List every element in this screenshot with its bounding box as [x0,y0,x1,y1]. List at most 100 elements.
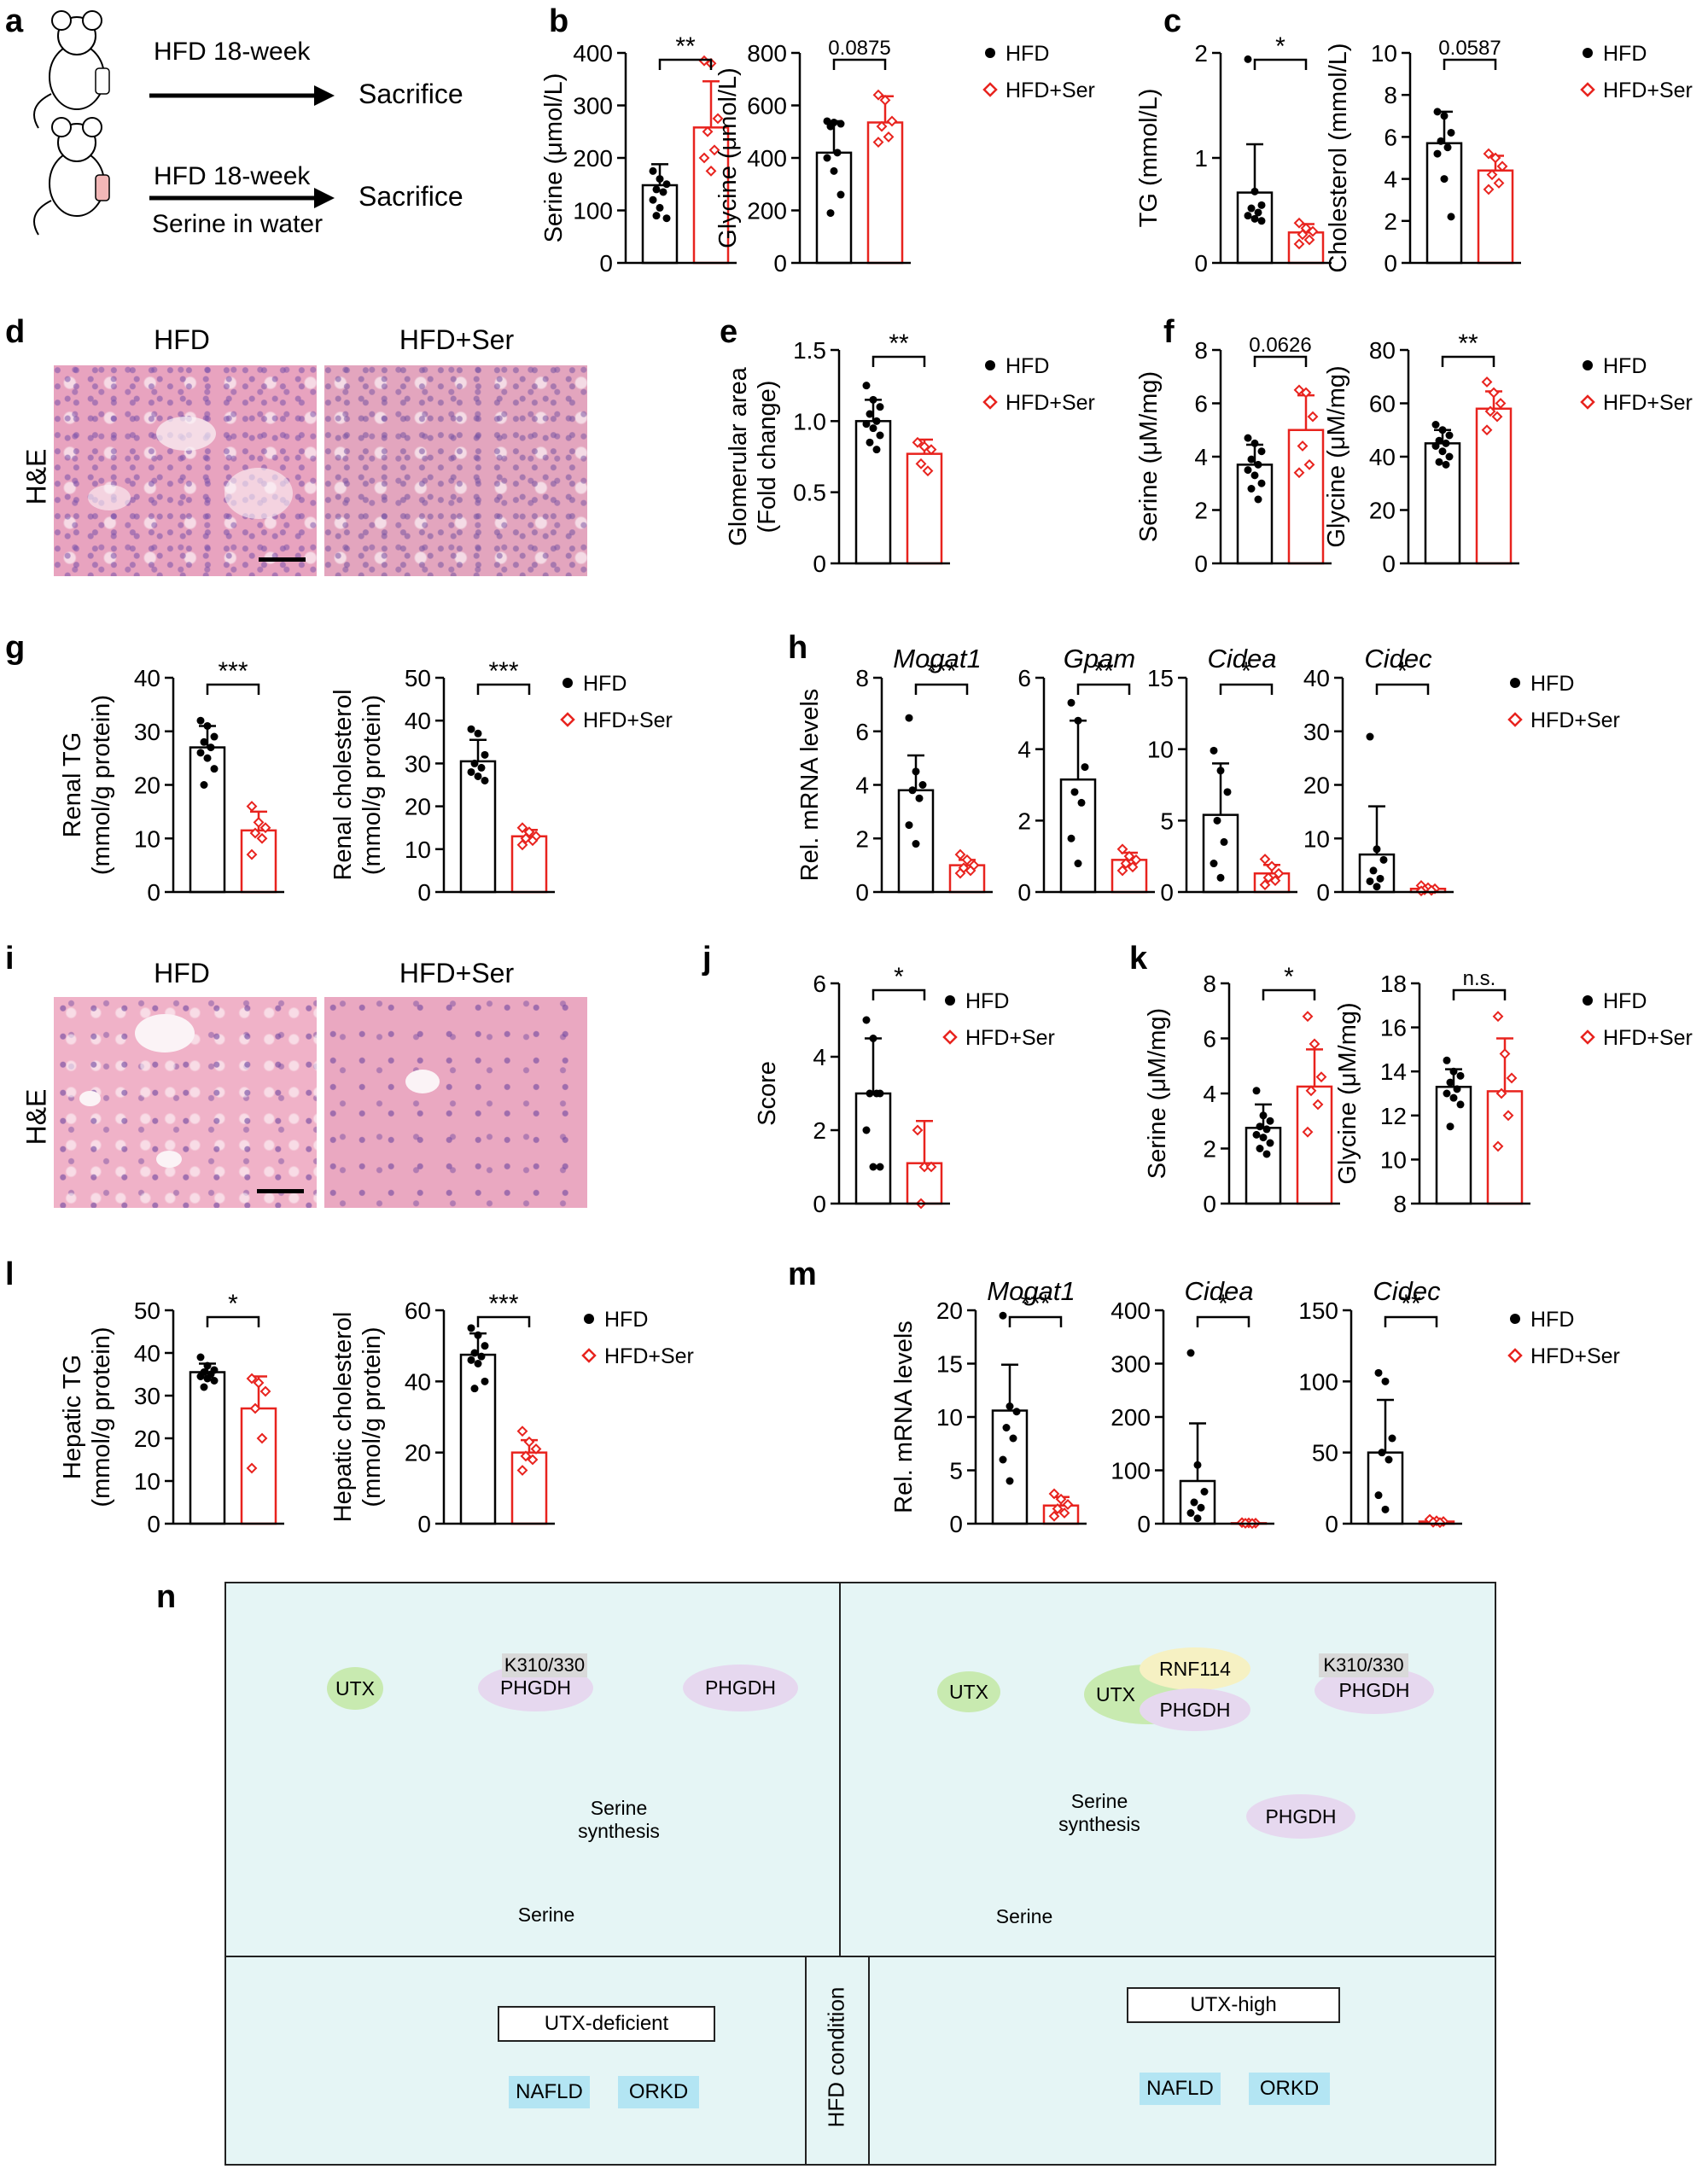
y-tick-label: 0 [1160,879,1174,906]
significance-label: * [228,1290,238,1318]
y-axis-label: Glycine (μM/mg) [1323,365,1350,547]
serine-synthesis-label-left: Serine synthesis [578,1797,660,1842]
significance-bracket [476,683,531,695]
data-point-hfd-ser [520,1450,532,1462]
y-tick-label: 400 [573,40,613,67]
y-tick-label: 20 [936,1297,963,1324]
significance-label: *** [488,1290,518,1318]
data-point-hfd-ser [1123,850,1135,862]
data-point-hfd [196,1353,205,1361]
legend-marker-hfd [1583,995,1593,1006]
k310-330-site-right: K310/330 [1319,1653,1408,1677]
y-axis-label: Hepatic cholesterol [329,1312,357,1523]
legend: HFD HFD+Ser [982,354,1095,415]
data-point-hfd [1257,447,1266,456]
panel-i-he-label: H&E [20,1088,52,1146]
chart-j1: 0 2 4 6 Score * [754,963,950,1217]
significance-bracket [914,683,969,695]
legend-marker-hfd [945,995,955,1006]
data-point-hfd [1447,213,1455,221]
legend-marker-hfd-ser [560,712,575,727]
chart-title: Mogat1 [893,644,981,673]
chart-h3: 0 5 10 15 Cidea* [1147,644,1297,906]
data-point-hfd [1374,1491,1383,1500]
data-point-hfd [908,786,917,795]
y-axis-label: (mmol/g protein) [359,1326,386,1507]
y-tick-label: 400 [1110,1297,1151,1324]
data-point-hfd-ser [516,1465,528,1476]
data-point-hfd-ser [1293,467,1305,479]
legend: HFD HFD+Ser [1580,354,1693,415]
data-point-hfd-ser [1307,225,1319,237]
data-point-hfd-ser [1120,858,1132,869]
data-point-hfd [869,1163,877,1171]
y-tick-label: 40 [134,665,160,691]
y-axis-label: Rel. mRNA levels [796,689,824,882]
y-tick-label: 0 [1382,551,1396,577]
data-point-hfd [1262,1150,1271,1158]
legend-label-hfd: HFD [1603,42,1647,66]
legend-label-hfd-ser: HFD+Ser [1603,1026,1693,1050]
y-tick-label: 20 [134,1426,160,1452]
orkd-tag-right: ORKD [1249,2073,1330,2105]
significance-bracket [1443,58,1497,70]
data-point-hfd-ser [516,822,528,834]
data-point-hfd [1443,143,1452,152]
y-tick-label: 0 [1384,250,1397,277]
significance-label: * [1397,657,1408,685]
water-bottle [95,67,110,95]
bar-hfd-ser [1486,1090,1524,1205]
data-point-hfd-ser [1293,217,1305,229]
data-point-hfd [1210,860,1218,868]
data-point-hfd-ser [523,1436,535,1448]
y-tick-label: 40 [405,708,431,734]
data-point-hfd [1257,201,1266,209]
bar-hfd [641,184,679,265]
data-point-hfd [1374,1368,1383,1377]
panel-label-e: e [720,314,738,350]
scale-bar [257,1189,304,1193]
chart-h4: 0 10 20 30 40 Cidec* [1303,644,1454,906]
y-tick-label: 6 [1203,1026,1216,1052]
serine-label-left: Serine [517,1904,575,1926]
data-point-hfd [862,382,871,390]
y-tick-label: 0 [813,551,826,577]
data-point-hfd [477,1352,486,1361]
data-point-hfd [1433,108,1442,116]
data-point-hfd [1223,788,1232,796]
data-point-hfd [1381,1505,1390,1513]
data-point-hfd-ser [1127,861,1139,873]
data-point-hfd-ser [912,436,924,448]
data-point-hfd [1449,1067,1458,1076]
y-tick-label: 20 [405,1440,431,1466]
legend-marker-hfd [563,678,573,688]
hfd-condition-label: HFD condition [823,1986,849,2128]
legend-marker-hfd [584,1314,594,1324]
y-tick-label: 8 [1384,82,1397,108]
data-point-hfd [826,122,835,131]
data-point-hfd-ser [698,152,710,164]
phgdh-node-right-2: PHGDH [1246,1794,1355,1839]
data-point-hfd-ser [879,94,891,106]
data-point-hfd [999,1455,1007,1464]
chart-h2: 0 2 4 6 Gpam** [1017,644,1155,906]
significance-label: * [1284,963,1294,991]
y-tick-label: 4 [813,1044,826,1070]
bar-hfd [1236,464,1274,565]
data-point-hfd [649,195,657,204]
data-point-hfd [1254,208,1262,217]
data-point-hfd [1250,439,1259,447]
legend: HFD HFD+Ser [982,42,1095,102]
data-point-hfd [1388,1434,1396,1443]
significance-bracket [1008,1315,1063,1327]
legend-label-hfd-ser: HFD+Ser [583,708,673,732]
data-point-hfd [866,410,874,418]
liver-he-image-hfd [54,997,317,1208]
y-axis-label: Serine (μM/mg) [1144,1008,1171,1179]
data-point-hfd [467,725,475,733]
bar-hfd [459,760,497,894]
data-point-hfd-ser [925,1161,937,1173]
legend-marker-hfd-ser [1580,82,1595,97]
data-point-hfd-ser [1058,1507,1070,1519]
